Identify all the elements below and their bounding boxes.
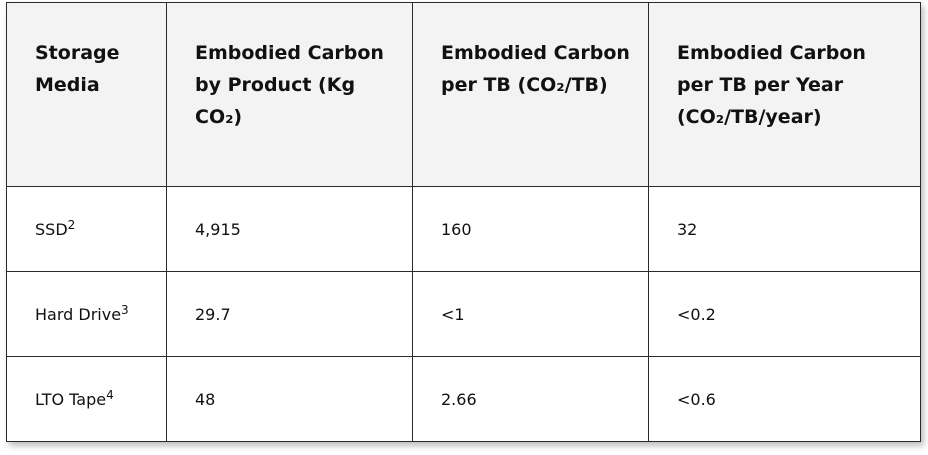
cell: Hard Drive3: [6, 271, 167, 357]
cell-text: Hard Drive: [35, 304, 122, 324]
table-row: LTO Tape4 48 2.66 <0.6: [6, 356, 921, 442]
table-row: Hard Drive3 29.7 <1 <0.2: [6, 271, 921, 357]
cell-text: SSD: [35, 219, 68, 239]
table-body: SSD2 4,915 160 32 Hard Drive3 29.7 <1 <0.2 LTO T…: [6, 186, 921, 442]
cell: 2.66: [412, 356, 649, 442]
cell: LTO Tape4: [6, 356, 167, 442]
footnote-ref: 3: [121, 302, 129, 317]
table-row: SSD2 4,915 160 32: [6, 186, 921, 272]
cell: 48: [166, 356, 413, 442]
cell: <1: [412, 271, 649, 357]
header-cell: Embodied Carbon per TB per Year (CO₂/TB/…: [648, 2, 921, 187]
header-cell: Storage Media: [6, 2, 167, 187]
cell: 160: [412, 186, 649, 272]
cell: 4,915: [166, 186, 413, 272]
cell: 32: [648, 186, 921, 272]
footnote-ref: 4: [106, 387, 114, 402]
cell: 29.7: [166, 271, 413, 357]
cell: <0.6: [648, 356, 921, 442]
header-cell: Embodied Carbon by Product (Kg CO₂): [166, 2, 413, 187]
table-frame: Storage Media Embodied Carbon by Product …: [6, 2, 921, 442]
table-head: Storage Media Embodied Carbon by Product …: [6, 2, 921, 187]
header-row: Storage Media Embodied Carbon by Product …: [6, 2, 921, 187]
header-cell: Embodied Carbon per TB (CO₂/TB): [412, 2, 649, 187]
carbon-table: Storage Media Embodied Carbon by Product …: [6, 2, 921, 442]
footnote-ref: 2: [67, 217, 76, 232]
cell: <0.2: [648, 271, 921, 357]
cell-text: LTO Tape: [35, 389, 107, 409]
cell: SSD2: [6, 186, 167, 272]
